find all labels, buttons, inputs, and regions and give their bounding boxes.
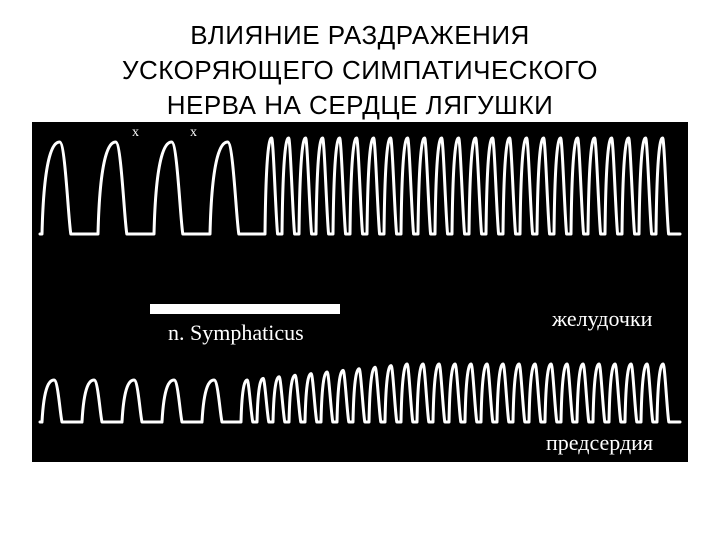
physiology-figure: xx n. Symphaticus желудочки предсердия — [32, 122, 688, 462]
title-line-2: УСКОРЯЮЩЕГО СИМПАТИЧЕСКОГО — [122, 55, 598, 85]
trace-canvas: xx — [32, 122, 688, 462]
svg-text:x: x — [190, 125, 197, 140]
svg-text:x: x — [132, 125, 139, 140]
slide-title: ВЛИЯНИЕ РАЗДРАЖЕНИЯ УСКОРЯЮЩЕГО СИМПАТИЧ… — [0, 0, 720, 123]
label-stimulus: n. Symphaticus — [168, 320, 304, 346]
stimulation-bar — [150, 304, 340, 314]
title-line-1: ВЛИЯНИЕ РАЗДРАЖЕНИЯ — [190, 20, 530, 50]
title-line-3: НЕРВА НА СЕРДЦЕ ЛЯГУШКИ — [167, 90, 554, 120]
label-ventricles: желудочки — [552, 306, 652, 332]
label-atria: предсердия — [546, 430, 653, 456]
